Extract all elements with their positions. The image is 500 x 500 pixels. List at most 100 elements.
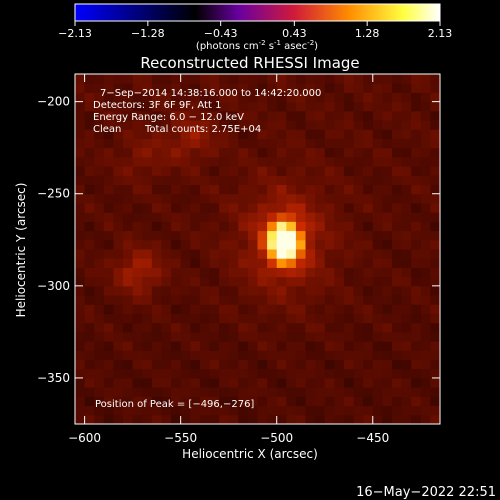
heatmap-cell [315, 212, 326, 222]
heatmap-cell [315, 304, 326, 314]
heatmap-cell [334, 212, 345, 222]
heatmap-cell [286, 92, 297, 103]
heatmap-cell [123, 414, 134, 425]
heatmap-cell [305, 221, 316, 232]
heatmap-cell [257, 221, 268, 232]
heatmap-cell [219, 396, 230, 407]
heatmap-cell [420, 138, 431, 149]
heatmap-cell [247, 239, 258, 250]
heatmap-cell [161, 387, 172, 397]
heatmap-cell [161, 184, 172, 195]
heatmap-cell [305, 92, 316, 103]
heatmap-cell [343, 368, 355, 379]
heatmap-cell [171, 166, 182, 176]
heatmap-cell [411, 350, 422, 361]
heatmap-cell [219, 322, 230, 333]
heatmap-cell [151, 175, 162, 186]
heatmap-cell [343, 147, 355, 158]
heatmap-cell [267, 267, 278, 278]
heatmap-cell [401, 92, 412, 103]
heatmap-cell [353, 387, 364, 397]
heatmap-cell [180, 322, 191, 333]
heatmap-cell [180, 175, 191, 186]
heatmap-cell [315, 285, 326, 296]
heatmap-cell [247, 359, 258, 370]
heatmap-cell [363, 193, 374, 204]
heatmap-cell [180, 202, 191, 213]
time-range-text: 7−Sep−2014 14:38:16.000 to 14:42:20.000 [100, 88, 321, 99]
heatmap-cell [209, 239, 220, 250]
heatmap-cell [228, 202, 239, 213]
heatmap-cell [209, 377, 220, 388]
heatmap-cell [75, 147, 86, 158]
heatmap-cell [247, 120, 258, 130]
heatmap-cell [286, 359, 297, 370]
heatmap-cell [391, 368, 403, 379]
heatmap-cell [420, 212, 431, 222]
heatmap-cell [151, 341, 162, 351]
heatmap-cell [257, 396, 268, 407]
heatmap-cell [238, 377, 249, 388]
heatmap-cell [353, 377, 364, 388]
colorbar-tick-label: −0.43 [204, 27, 238, 40]
heatmap-cell [353, 285, 364, 296]
heatmap-cell [171, 239, 182, 250]
heatmap-cell [430, 156, 441, 167]
heatmap-cell [315, 74, 326, 84]
heatmap-cell [228, 120, 239, 130]
heatmap-cell [257, 387, 268, 397]
heatmap-cell [353, 221, 364, 232]
heatmap-cell [267, 129, 278, 139]
heatmap-cell [238, 276, 249, 287]
heatmap-cell [324, 295, 335, 305]
heatmap-cell [113, 202, 124, 213]
heatmap-cell [238, 175, 249, 186]
heatmap-cell [391, 101, 403, 112]
heatmap-cell [75, 83, 86, 93]
heatmap-cell [420, 101, 431, 112]
heatmap-cell [238, 193, 249, 204]
heatmap-cell [180, 74, 191, 84]
heatmap-cell [315, 368, 326, 379]
heatmap-cell [420, 239, 431, 250]
heatmap-cell [305, 212, 316, 222]
heatmap-cell [238, 341, 249, 351]
heatmap-cell [257, 193, 268, 204]
heatmap-cell [430, 120, 441, 130]
heatmap-cell [286, 377, 297, 388]
heatmap-cell [363, 276, 374, 287]
heatmap-cell [430, 405, 441, 416]
heatmap-cell [228, 166, 239, 176]
heatmap-cell [171, 138, 182, 149]
heatmap-cell [75, 184, 86, 195]
heatmap-cell [190, 322, 201, 333]
heatmap-cell [401, 249, 412, 259]
heatmap-cell [190, 92, 201, 103]
heatmap-cell [84, 239, 95, 250]
heatmap-cell [113, 147, 124, 158]
heatmap-cell [161, 230, 172, 241]
heatmap-cell [276, 313, 287, 324]
heatmap-cell [75, 120, 86, 130]
heatmap-cell [420, 202, 431, 213]
heatmap-cell [247, 313, 258, 324]
heatmap-cell [209, 368, 220, 379]
heatmap-cell [75, 313, 86, 324]
heatmap-cell [132, 120, 143, 130]
heatmap-cell [132, 202, 143, 213]
heatmap-cell [199, 350, 210, 361]
heatmap-cell [132, 166, 143, 176]
heatmap-cell [199, 331, 210, 342]
heatmap-cell [353, 83, 364, 93]
heatmap-cell [430, 341, 441, 351]
heatmap-cell [363, 249, 374, 259]
heatmap-cell [103, 221, 114, 232]
heatmap-cell [334, 92, 345, 103]
heatmap-cell [228, 258, 239, 268]
heatmap-cell [286, 184, 297, 195]
heatmap-cell [209, 147, 220, 158]
heatmap-cell [391, 377, 403, 388]
heatmap-cell [75, 156, 86, 167]
heatmap-cell [228, 138, 239, 149]
heatmap-cell [353, 331, 364, 342]
